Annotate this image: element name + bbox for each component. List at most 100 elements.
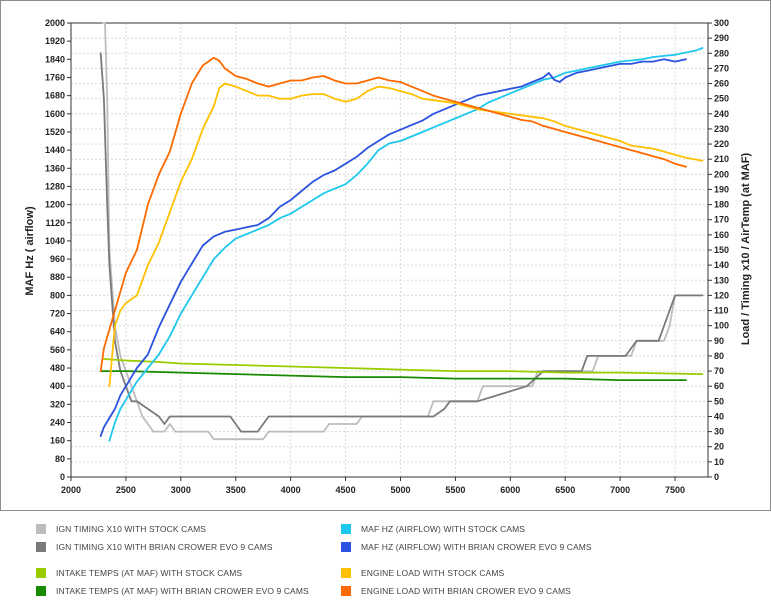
legend-swatch — [341, 568, 351, 578]
series-line-5 — [99, 58, 687, 438]
left-tick-label: 1760 — [45, 72, 65, 82]
legend-swatch — [36, 542, 46, 552]
x-tick-label: 6500 — [555, 485, 575, 495]
left-tick-label: 1520 — [45, 127, 65, 137]
x-tick-label: 5000 — [390, 485, 410, 495]
legend-label: ENGINE LOAD WITH STOCK CAMS — [361, 568, 505, 578]
axis-layer: 0801602403204004805606407208008809601040… — [45, 18, 729, 495]
right-tick-label: 230 — [714, 124, 729, 134]
right-tick-label: 180 — [714, 200, 729, 210]
right-tick-label: 100 — [714, 321, 729, 331]
right-tick-label: 10 — [714, 457, 724, 467]
right-tick-label: 200 — [714, 169, 729, 179]
legend-label: MAF HZ (AIRFLOW) WITH BRIAN CROWER EVO 9… — [361, 542, 592, 552]
left-axis-label: MAF Hz ( airflow) — [24, 206, 36, 296]
right-tick-label: 260 — [714, 79, 729, 89]
left-tick-label: 640 — [50, 327, 65, 337]
right-axis-label: Load / Timing x10 / AirTemp (at MAF) — [740, 153, 752, 346]
legend-label: IGN TIMING X10 WITH BRIAN CROWER EVO 9 C… — [56, 542, 273, 552]
right-tick-label: 80 — [714, 351, 724, 361]
right-tick-label: 270 — [714, 63, 729, 73]
right-tick-label: 240 — [714, 109, 729, 119]
legend-swatch — [36, 586, 46, 596]
right-tick-label: 30 — [714, 427, 724, 437]
left-tick-label: 1200 — [45, 200, 65, 210]
chart-svg: 0801602403204004805606407208008809601040… — [24, 18, 752, 495]
x-tick-label: 3500 — [226, 485, 246, 495]
left-tick-label: 320 — [50, 399, 65, 409]
x-tick-label: 3000 — [171, 485, 191, 495]
x-tick-label: 6000 — [500, 485, 520, 495]
x-tick-label: 2500 — [116, 485, 136, 495]
legend-label: INTAKE TEMPS (AT MAF) WITH BRIAN CROWER … — [56, 586, 309, 596]
legend-item: IGN TIMING X10 WITH STOCK CAMS — [36, 522, 206, 536]
x-tick-label: 7500 — [665, 485, 685, 495]
series-line-4 — [108, 47, 704, 442]
left-tick-label: 1040 — [45, 236, 65, 246]
chart-frame: 0 80 160 240 320 400 480 560 640 720 800 880 960 1040… — [0, 0, 771, 511]
left-tick-label: 1120 — [45, 218, 65, 228]
right-tick-label: 0 — [714, 472, 719, 482]
legend-item: INTAKE TEMPS (AT MAF) WITH STOCK CAMS — [36, 566, 242, 580]
right-tick-label: 150 — [714, 245, 729, 255]
right-tick-label: 210 — [714, 154, 729, 164]
right-tick-label: 220 — [714, 139, 729, 149]
legend-swatch — [341, 542, 351, 552]
right-tick-label: 280 — [714, 48, 729, 58]
left-tick-label: 1920 — [45, 36, 65, 46]
legend-swatch — [36, 568, 46, 578]
legend-item: IGN TIMING X10 WITH BRIAN CROWER EVO 9 C… — [36, 540, 273, 554]
left-tick-label: 1600 — [45, 109, 65, 119]
left-tick-label: 1440 — [45, 145, 65, 155]
left-tick-label: 240 — [50, 418, 65, 428]
x-tick-label: 5500 — [445, 485, 465, 495]
left-tick-label: 80 — [55, 454, 65, 464]
legend-label: INTAKE TEMPS (AT MAF) WITH STOCK CAMS — [56, 568, 243, 578]
left-tick-label: 880 — [50, 272, 65, 282]
right-tick-label: 90 — [714, 336, 724, 346]
x-tick-label: 7000 — [610, 485, 630, 495]
left-tick-label: 160 — [50, 436, 65, 446]
left-tick-label: 960 — [50, 254, 65, 264]
left-tick-label: 400 — [50, 381, 65, 391]
right-tick-label: 40 — [714, 411, 724, 421]
left-tick-label: 720 — [50, 309, 65, 319]
series-layer — [99, 22, 704, 442]
left-tick-label: 0 — [60, 472, 65, 482]
legend-item: ENGINE LOAD WITH STOCK CAMS — [341, 566, 504, 580]
x-tick-label: 4500 — [336, 485, 356, 495]
left-tick-label: 1680 — [45, 91, 65, 101]
legend-label: IGN TIMING X10 WITH STOCK CAMS — [56, 524, 207, 534]
grid-layer — [70, 22, 708, 478]
left-tick-label: 800 — [50, 290, 65, 300]
right-tick-label: 290 — [714, 33, 729, 43]
legend-swatch — [36, 524, 46, 534]
series-line-2 — [103, 358, 704, 376]
series-line-7 — [99, 56, 687, 373]
right-tick-label: 20 — [714, 442, 724, 452]
legend: IGN TIMING X10 WITH STOCK CAMS MAF HZ (AI… — [0, 516, 771, 612]
right-tick-label: 130 — [714, 275, 729, 285]
left-tick-label: 480 — [50, 363, 65, 373]
right-tick-label: 70 — [714, 366, 724, 376]
legend-item: MAF HZ (AIRFLOW) WITH BRIAN CROWER EVO 9… — [341, 540, 592, 554]
right-tick-label: 170 — [714, 215, 729, 225]
right-tick-label: 110 — [714, 306, 729, 316]
right-tick-label: 250 — [714, 94, 729, 104]
right-tick-label: 160 — [714, 230, 729, 240]
left-tick-label: 560 — [50, 345, 65, 355]
legend-swatch — [341, 586, 351, 596]
x-tick-label: 4000 — [281, 485, 301, 495]
left-tick-label: 2000 — [45, 18, 65, 28]
right-tick-label: 60 — [714, 381, 724, 391]
right-tick-label: 120 — [714, 290, 729, 300]
series-line-3 — [99, 370, 687, 382]
legend-item: ENGINE LOAD WITH BRIAN CROWER EVO 9 CAMS — [341, 584, 571, 598]
right-tick-label: 190 — [714, 184, 729, 194]
legend-label: MAF HZ (AIRFLOW) WITH STOCK CAMS — [361, 524, 526, 534]
legend-swatch — [341, 524, 351, 534]
right-tick-label: 140 — [714, 260, 729, 270]
left-tick-label: 1840 — [45, 54, 65, 64]
x-tick-label: 2000 — [61, 485, 81, 495]
left-tick-label: 1280 — [45, 181, 65, 191]
